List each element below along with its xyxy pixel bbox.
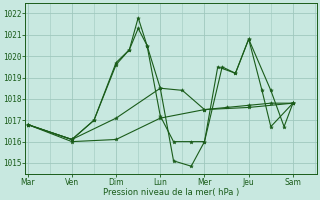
- X-axis label: Pression niveau de la mer( hPa ): Pression niveau de la mer( hPa ): [103, 188, 239, 197]
